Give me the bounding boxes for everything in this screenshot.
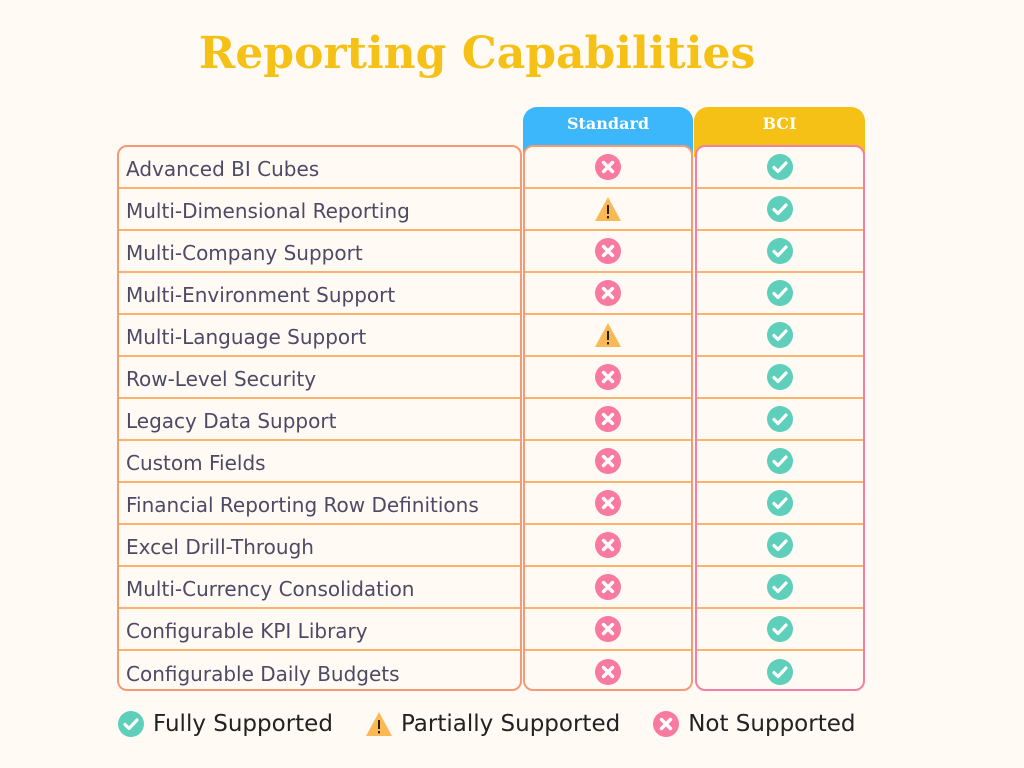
legend-partial-label: Partially Supported	[400, 711, 621, 737]
feature-label: Legacy Data Support	[119, 399, 520, 441]
legend: Fully Supported Partially Supported Not …	[117, 710, 887, 738]
bci-cell	[697, 231, 863, 273]
legend-none-label: Not Supported	[688, 711, 856, 737]
standard-cell	[525, 189, 691, 231]
check-circle-icon	[766, 447, 794, 475]
x-circle-icon	[594, 363, 622, 391]
standard-cell	[525, 609, 691, 651]
standard-cell	[525, 651, 691, 689]
check-circle-icon	[766, 573, 794, 601]
feature-label: Financial Reporting Row Definitions	[119, 483, 520, 525]
standard-cell	[525, 315, 691, 357]
x-circle-icon	[594, 447, 622, 475]
check-circle-icon	[766, 363, 794, 391]
warning-triangle-icon	[594, 195, 622, 223]
legend-partial: Partially Supported	[365, 710, 620, 738]
standard-cell	[525, 525, 691, 567]
standard-cell	[525, 273, 691, 315]
standard-cell	[525, 441, 691, 483]
check-circle-icon	[766, 237, 794, 265]
feature-label: Row-Level Security	[119, 357, 520, 399]
x-circle-icon	[594, 237, 622, 265]
feature-label: Custom Fields	[119, 441, 520, 483]
standard-cell	[525, 567, 691, 609]
legend-none: Not Supported	[652, 710, 855, 738]
feature-label: Configurable Daily Budgets	[126, 662, 400, 686]
bci-cell	[697, 189, 863, 231]
x-circle-icon	[594, 573, 622, 601]
feature-label: Multi-Language Support	[119, 315, 520, 357]
feature-label: Multi-Company Support	[119, 231, 520, 273]
x-circle-icon	[594, 153, 622, 181]
bci-cell	[697, 483, 863, 525]
bci-cell	[697, 651, 863, 689]
standard-column	[523, 145, 693, 691]
standard-cell	[525, 483, 691, 525]
check-circle-icon	[766, 405, 794, 433]
bci-cell	[697, 147, 863, 189]
feature-label: Multi-Dimensional Reporting	[119, 189, 520, 231]
check-circle-icon	[117, 710, 145, 738]
feature-label: Multi-Environment Support	[119, 273, 520, 315]
bci-cell	[697, 315, 863, 357]
check-circle-icon	[766, 531, 794, 559]
x-circle-icon	[594, 658, 622, 686]
check-circle-icon	[766, 658, 794, 686]
check-circle-icon	[766, 489, 794, 517]
bci-column	[695, 145, 865, 691]
x-circle-icon	[652, 710, 680, 738]
feature-label: Excel Drill-Through	[119, 525, 520, 567]
check-circle-icon	[766, 153, 794, 181]
bci-cell	[697, 399, 863, 441]
x-circle-icon	[594, 405, 622, 433]
bci-cell	[697, 567, 863, 609]
warning-triangle-icon	[594, 321, 622, 349]
check-circle-icon	[766, 195, 794, 223]
warning-triangle-icon	[365, 710, 393, 738]
check-circle-icon	[766, 279, 794, 307]
standard-cell	[525, 231, 691, 273]
bci-cell	[697, 357, 863, 399]
feature-label: Advanced BI Cubes	[119, 147, 520, 189]
bci-cell	[697, 525, 863, 567]
legend-full: Fully Supported	[117, 710, 333, 738]
standard-cell	[525, 147, 691, 189]
x-circle-icon	[594, 531, 622, 559]
standard-cell	[525, 357, 691, 399]
standard-cell	[525, 399, 691, 441]
feature-label: Multi-Currency Consolidation	[119, 567, 520, 609]
bci-cell	[697, 273, 863, 315]
bci-cell	[697, 609, 863, 651]
x-circle-icon	[594, 615, 622, 643]
page-title: Reporting Capabilities	[198, 28, 756, 79]
x-circle-icon	[594, 489, 622, 517]
x-circle-icon	[594, 279, 622, 307]
bci-cell	[697, 441, 863, 483]
check-circle-icon	[766, 615, 794, 643]
legend-full-label: Fully Supported	[153, 711, 333, 737]
check-circle-icon	[766, 321, 794, 349]
feature-column: Advanced BI Cubes Multi-Dimensional Repor…	[117, 145, 522, 691]
feature-label: Configurable KPI Library	[119, 609, 520, 651]
